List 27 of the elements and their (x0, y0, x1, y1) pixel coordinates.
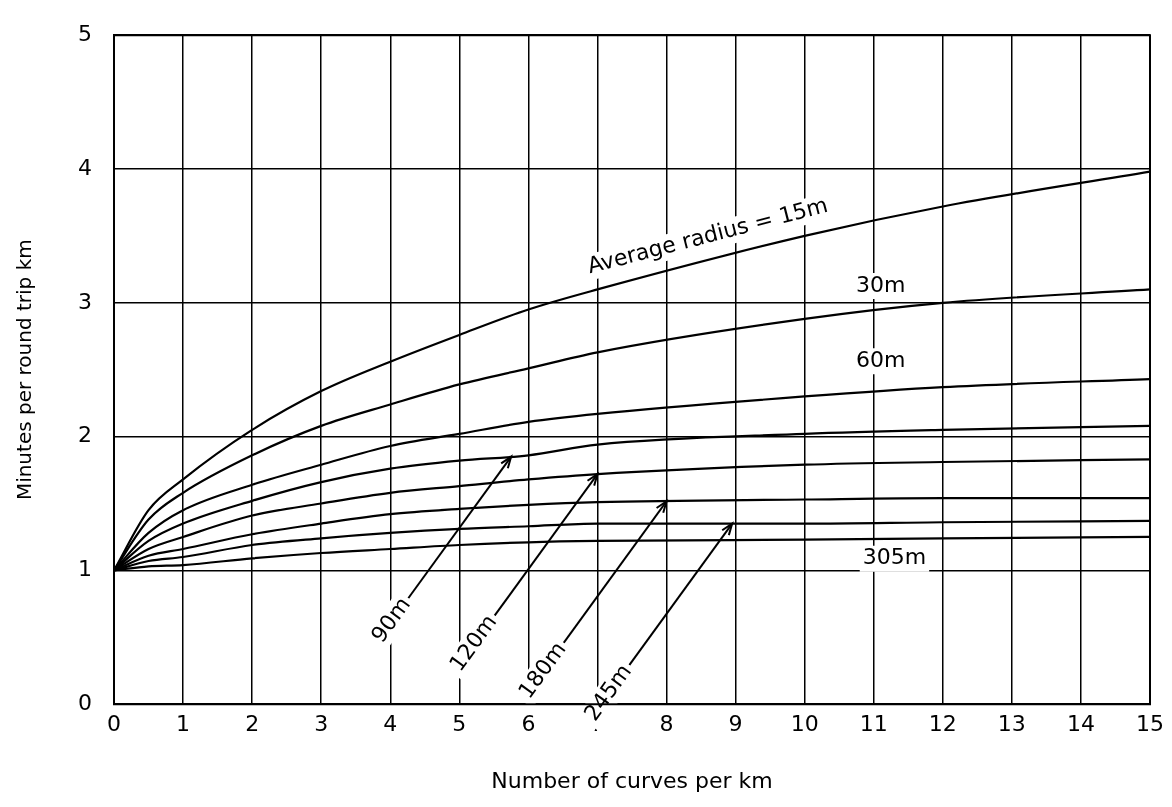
y-tick-label: 1 (78, 556, 92, 582)
y-tick-label: 4 (78, 154, 92, 180)
y-tick-label: 5 (78, 20, 92, 46)
x-tick-label: 0 (107, 711, 121, 737)
y-tick-label: 3 (78, 288, 92, 314)
x-tick-label: 11 (859, 711, 888, 737)
x-tick-label: 4 (383, 711, 398, 737)
y-axis-title: Minutes per round trip km (12, 239, 37, 501)
series-label: 60m (855, 347, 906, 373)
x-axis-title: Number of curves per km (491, 767, 773, 793)
x-tick-label: 12 (928, 711, 957, 737)
x-tick-label: 9 (728, 711, 743, 737)
y-tick-label: 2 (78, 422, 92, 448)
x-tick-label: 10 (790, 711, 819, 737)
x-tick-label: 6 (521, 711, 536, 737)
x-tick-label: 8 (659, 711, 674, 737)
series-label: 30m (855, 271, 906, 297)
x-tick-label: 3 (314, 711, 329, 737)
x-tick-label: 2 (245, 711, 260, 737)
x-tick-label: 13 (997, 711, 1026, 737)
y-tick-label: 0 (78, 689, 92, 715)
text: Average radius = 15m (584, 192, 831, 279)
series-label: 305m (862, 544, 927, 570)
x-tick-label: 1 (176, 711, 191, 737)
x-tick-label: 15 (1136, 711, 1164, 737)
x-tick-label: 5 (452, 711, 467, 737)
x-tick-label: 14 (1066, 711, 1095, 737)
